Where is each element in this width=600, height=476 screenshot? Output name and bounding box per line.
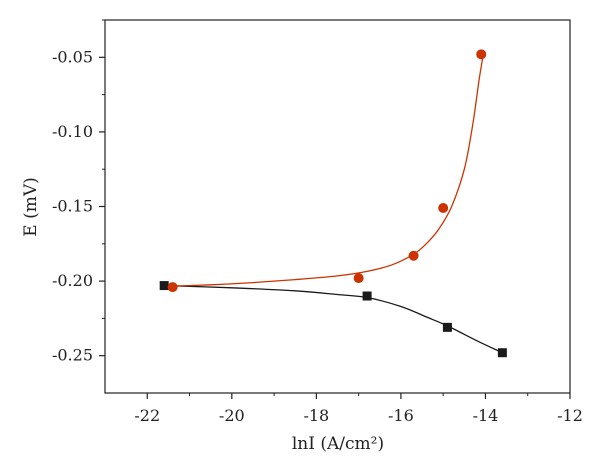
data-point-circle bbox=[438, 202, 449, 213]
data-point-circle bbox=[476, 49, 487, 60]
x-tick-label: -22 bbox=[134, 406, 160, 425]
y-axis: -0.25 -0.20 -0.15 -0.10 -0.05 bbox=[52, 19, 105, 365]
y-axis-title: E (mV) bbox=[21, 177, 41, 236]
data-point-square bbox=[159, 281, 169, 291]
y-tick-label: -0.15 bbox=[52, 197, 93, 216]
x-tick-label: -16 bbox=[388, 406, 414, 425]
x-tick-label: -18 bbox=[303, 406, 329, 425]
x-tick-label: -20 bbox=[219, 406, 245, 425]
y-tick-label: -0.05 bbox=[52, 47, 93, 66]
x-axis: -22 -20 -18 -16 -14 -12 bbox=[134, 393, 583, 425]
data-point-circle bbox=[408, 250, 419, 261]
data-point-square bbox=[362, 291, 372, 301]
data-point-square bbox=[497, 348, 507, 358]
fit-line-series-2 bbox=[164, 54, 484, 287]
y-tick-label: -0.25 bbox=[52, 346, 93, 365]
y-tick-label: -0.20 bbox=[52, 271, 93, 290]
plot-frame bbox=[104, 19, 571, 394]
data-points bbox=[159, 49, 507, 358]
x-tick-label: -12 bbox=[557, 406, 583, 425]
x-axis-title: lnI (A/cm²) bbox=[292, 434, 384, 454]
y-tick-label: -0.10 bbox=[52, 122, 93, 141]
data-point-circle bbox=[353, 273, 364, 284]
fit-lines bbox=[164, 54, 503, 354]
data-point-circle bbox=[167, 282, 178, 293]
fit-line-series-1 bbox=[164, 284, 503, 354]
data-point-square bbox=[442, 322, 452, 332]
x-tick-label: -14 bbox=[473, 406, 499, 425]
